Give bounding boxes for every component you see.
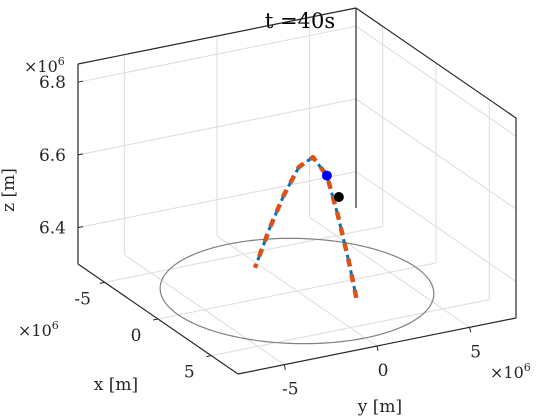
axes-box	[77, 7, 517, 375]
z-tick-mark	[77, 226, 84, 229]
back-wall-grid-z	[77, 171, 357, 229]
y-axis-label: y [m]	[357, 397, 402, 417]
z-exponent-label: ×106	[24, 55, 65, 76]
reference-circle-layer	[159, 237, 435, 345]
y-tick-label: 5	[470, 342, 481, 362]
z-tick-mark	[77, 153, 84, 156]
x-tick-label: 5	[184, 363, 195, 383]
side-wall-grid-z	[355, 25, 517, 137]
z-tick-label: 6.6	[39, 146, 66, 166]
x-tick-label: 0	[131, 326, 142, 346]
position-marker-2	[333, 192, 344, 203]
y-tick-mark	[469, 327, 472, 333]
series-layer	[252, 154, 360, 301]
tick-layer: -5 0 5 -5 0 5 6.4 6.6 6.8	[39, 73, 481, 399]
floor-grid-y	[124, 254, 285, 366]
y-tick-mark	[283, 364, 286, 370]
x-tick-mark	[99, 281, 105, 284]
x-axis-label: x [m]	[94, 375, 138, 395]
axes-box-edge	[355, 7, 517, 119]
x-exponent-label: ×106	[18, 319, 59, 340]
side-wall-grid-z	[355, 98, 517, 210]
x-tick-mark	[206, 355, 212, 358]
chart-title: t =40s	[265, 9, 335, 33]
z-tick-mark	[77, 80, 84, 83]
grid-layer	[77, 17, 517, 366]
marker-layer	[321, 170, 344, 203]
back-wall-grid-z	[77, 25, 357, 83]
axes-box-edge	[77, 7, 357, 65]
y-tick-label: 0	[378, 361, 389, 381]
z-tick-label: 6.8	[39, 73, 66, 93]
y-tick-mark	[376, 345, 379, 352]
position-marker-1	[321, 170, 332, 181]
reference-circle	[159, 237, 435, 345]
back-wall-grid-z	[77, 98, 357, 156]
y-exponent-label: ×106	[490, 361, 531, 382]
floor-grid-y	[216, 235, 378, 347]
x-tick-mark	[152, 318, 159, 321]
y-tick-label: -5	[282, 380, 299, 400]
floor-grid-y	[309, 216, 470, 328]
side-wall-grid-z	[355, 171, 517, 283]
z-axis-label: z [m]	[0, 168, 19, 212]
z-tick-label: 6.4	[39, 219, 66, 239]
trajectory-series-2	[252, 154, 360, 301]
x-tick-label: -5	[74, 289, 91, 309]
